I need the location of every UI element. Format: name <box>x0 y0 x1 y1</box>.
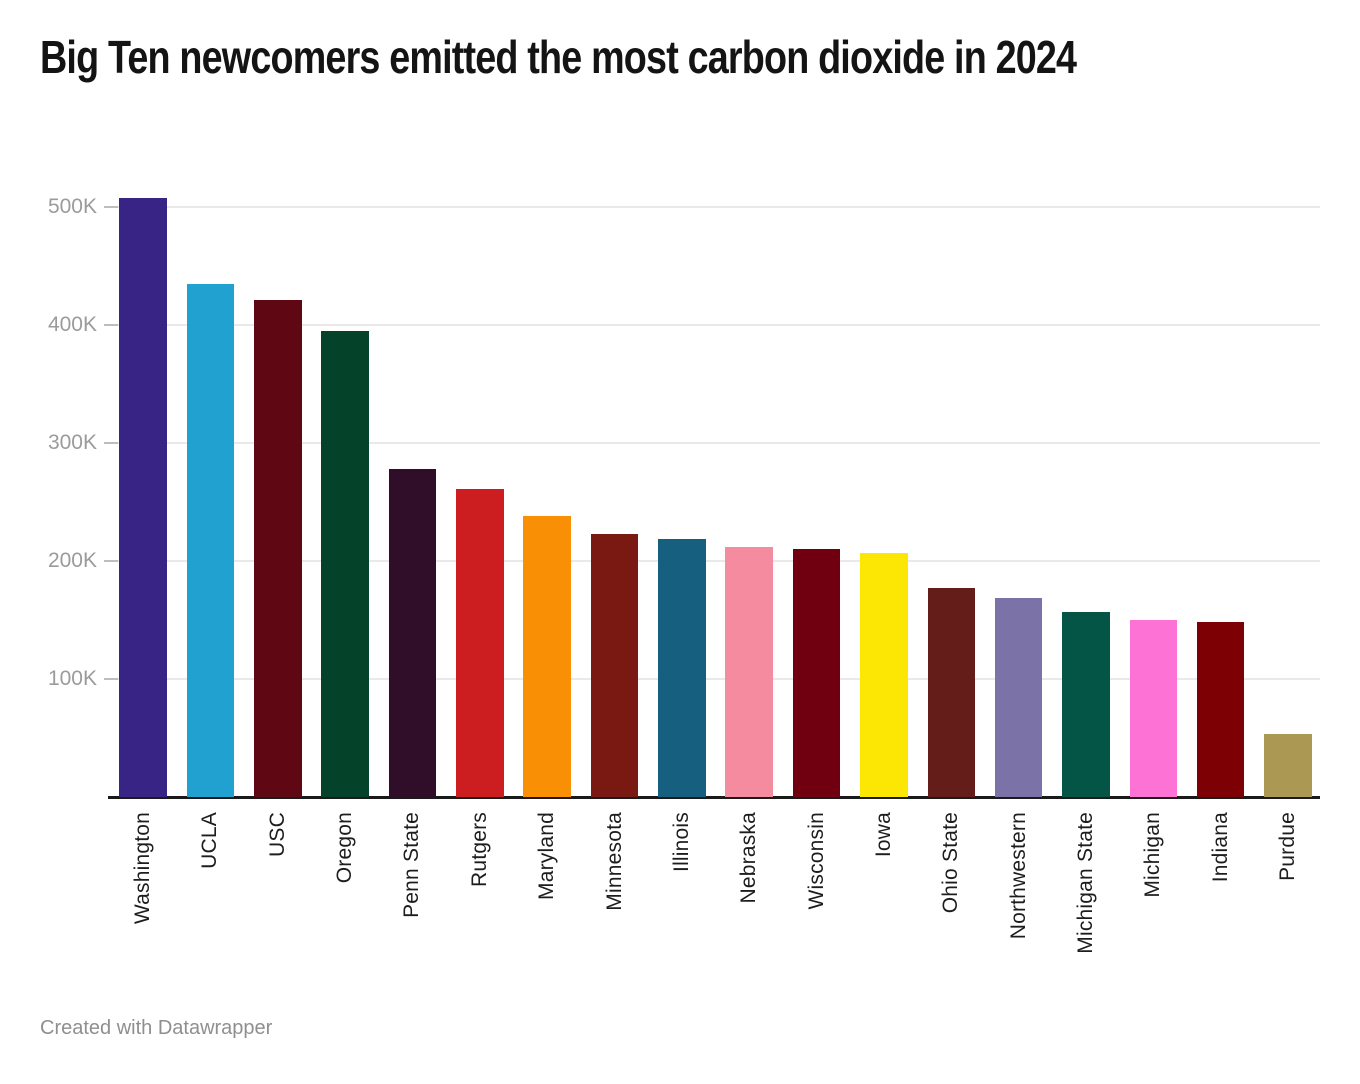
y-tick-label-100k: 100K <box>47 667 97 690</box>
bar-iowa <box>860 552 908 797</box>
x-axis-label-minnesota: Minnesota <box>602 812 626 911</box>
y-axis-tick-100k <box>104 678 118 680</box>
y-axis-tick-300k <box>104 442 118 444</box>
bar-indiana <box>1196 622 1245 797</box>
gridline-400k <box>118 324 1320 326</box>
y-tick-label-200k: 200K <box>47 549 97 572</box>
bar-illinois <box>658 538 706 797</box>
bar-wisconsin <box>792 549 841 797</box>
x-axis-label-washington: Washington <box>131 812 155 925</box>
bar-michigan-state <box>1062 611 1110 797</box>
x-axis-label-wisconsin: Wisconsin <box>804 812 828 910</box>
x-axis-label-maryland: Maryland <box>535 812 559 900</box>
bar-penn-state <box>388 468 437 797</box>
datawrapper-credit-link[interactable]: Created with Datawrapper <box>40 1017 273 1039</box>
bar-northwestern <box>994 597 1043 797</box>
bar-washington <box>119 197 167 797</box>
y-axis-tick-500k <box>104 206 118 208</box>
x-axis-label-northwestern: Northwestern <box>1006 812 1030 940</box>
x-axis-label-ucla: UCLA <box>198 812 222 869</box>
x-axis-label-oregon: Oregon <box>333 812 357 884</box>
y-tick-label-500k: 500K <box>47 195 97 218</box>
bar-ohio-state <box>927 588 975 797</box>
bar-maryland <box>523 516 571 797</box>
x-axis-label-penn-state: Penn State <box>400 812 424 918</box>
bar-oregon <box>321 330 369 797</box>
gridline-300k <box>118 442 1320 444</box>
y-axis-tick-400k <box>104 324 118 326</box>
bar-michigan <box>1129 620 1178 797</box>
bar-minnesota <box>590 533 639 797</box>
x-axis-label-illinois: Illinois <box>669 812 693 872</box>
gridline-500k <box>118 206 1320 208</box>
x-axis-label-usc: USC <box>265 812 289 857</box>
x-axis-label-rutgers: Rutgers <box>467 812 491 887</box>
x-axis-label-michigan-state: Michigan State <box>1073 812 1097 954</box>
x-axis-label-nebraska: Nebraska <box>737 812 761 904</box>
y-tick-label-400k: 400K <box>47 313 97 336</box>
bar-ucla <box>186 283 235 797</box>
x-axis-line <box>108 796 1320 799</box>
x-axis-label-ohio-state: Ohio State <box>939 812 963 914</box>
gridline-100k <box>118 678 1320 680</box>
x-axis-label-indiana: Indiana <box>1208 812 1232 883</box>
bar-rutgers <box>456 489 504 797</box>
y-axis-tick-200k <box>104 560 118 562</box>
x-axis-label-michigan: Michigan <box>1141 812 1165 898</box>
gridline-200k <box>118 560 1320 562</box>
y-tick-label-300k: 300K <box>47 431 97 454</box>
page-title: Big Ten newcomers emitted the most carbo… <box>40 31 1077 83</box>
x-axis-label-purdue: Purdue <box>1276 812 1299 881</box>
bar-usc <box>254 300 302 797</box>
bar-nebraska <box>725 546 773 797</box>
x-axis-label-iowa: Iowa <box>871 812 895 858</box>
bar-purdue <box>1264 734 1312 797</box>
